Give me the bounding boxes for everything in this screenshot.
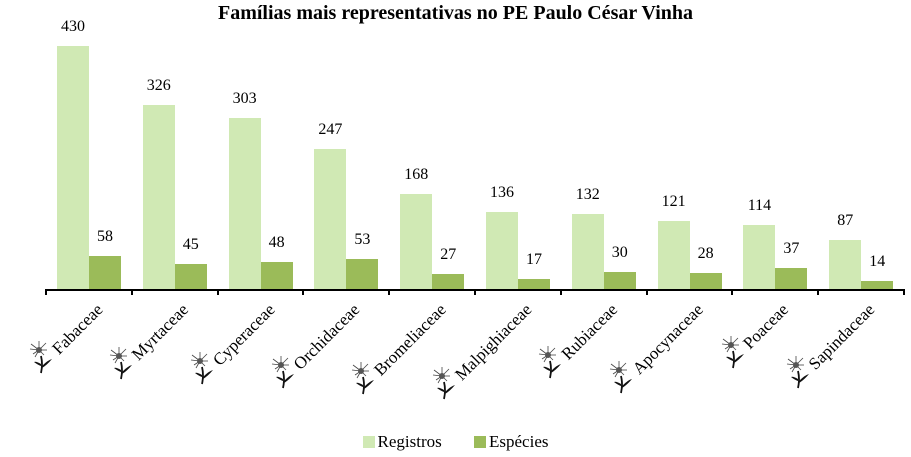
bar-registros-myrtaceae[interactable] [142,104,175,289]
flower-icon [786,355,816,389]
x-axis-tick [45,289,47,295]
bar-registros-orchidaceae[interactable] [314,149,347,289]
legend-label-especies: Espécies [489,432,549,451]
flower-icon [109,346,139,380]
chart-title: Famílias mais representativas no PE Paul… [217,2,694,24]
category-label-apocynaceae: Apocynaceae [628,299,707,379]
legend-swatch-especies [474,436,486,448]
bar-especies-sapindaceae[interactable] [861,281,894,289]
bar-especies-rubiaceae[interactable] [603,272,636,289]
bar-registros-sapindaceae[interactable] [829,239,862,289]
x-axis-tick [302,289,304,295]
bar-especies-fabaceae[interactable] [89,256,121,289]
bar-especies-apocynaceae[interactable] [689,273,722,289]
data-label: 17 [526,251,542,269]
bar-especies-malpighiaceae[interactable] [518,279,550,289]
data-label: 430 [61,18,85,35]
bar-especies-orchidaceae[interactable] [346,259,379,289]
bar-especies-bromeliaceae[interactable] [432,273,465,289]
data-label: 53 [354,231,371,249]
bar-registros-cyperaceae[interactable] [228,117,261,289]
data-label: 247 [318,121,343,139]
data-label: 326 [146,76,171,94]
data-label: 87 [837,211,854,229]
legend-item-registros[interactable]: Registros [362,432,442,452]
data-label: 27 [440,245,457,263]
data-label: 136 [490,184,514,202]
legend-label-registros: Registros [377,432,442,451]
flower-icon [609,360,639,394]
legend-item-especies[interactable]: Espécies [474,432,548,452]
data-label: 168 [404,166,429,184]
flower-icon [721,335,751,369]
data-label: 45 [182,235,199,253]
bar-registros-apocynaceae[interactable] [657,220,690,289]
flower-icon [351,361,381,395]
bar-especies-poaceae[interactable] [775,268,808,289]
bar-registros-malpighiaceae[interactable] [486,212,518,289]
data-label: 37 [783,240,800,258]
flower-icon [538,345,568,379]
x-axis-tick [646,289,648,295]
flower-icon [190,351,220,385]
flower-icon [271,355,301,389]
data-label: 30 [611,244,628,262]
x-axis-tick [731,289,733,295]
category-label-sapindaceae: Sapindaceae [804,299,879,374]
bar-registros-poaceae[interactable] [743,224,776,289]
flower-icon [432,366,462,400]
x-axis-tick [903,289,905,295]
x-axis-tick [817,289,819,295]
data-label: 58 [97,228,113,246]
data-label: 48 [268,233,285,251]
data-label: 303 [232,89,257,107]
category-label-malpighiaceae: Malpighiaceae [451,299,536,385]
bar-registros-bromeliaceae[interactable] [400,194,433,289]
bar-registros-rubiaceae[interactable] [571,214,604,289]
x-axis-tick [388,289,390,295]
flower-icon [29,340,59,374]
bar-registros-fabaceae[interactable] [57,46,89,289]
x-axis-tick [131,289,133,295]
bar-especies-cyperaceae[interactable] [260,261,293,289]
data-label: 14 [869,253,886,271]
x-axis-tick [217,289,219,295]
chart-legend: Registros Espécies [0,432,911,453]
data-label: 28 [697,245,714,263]
x-axis-tick [474,289,476,295]
data-label: 132 [575,186,600,204]
bar-especies-myrtaceae[interactable] [174,263,207,289]
data-label: 121 [661,192,686,210]
data-label: 114 [747,196,772,214]
x-axis-tick [560,289,562,295]
legend-swatch-registros [362,436,375,448]
